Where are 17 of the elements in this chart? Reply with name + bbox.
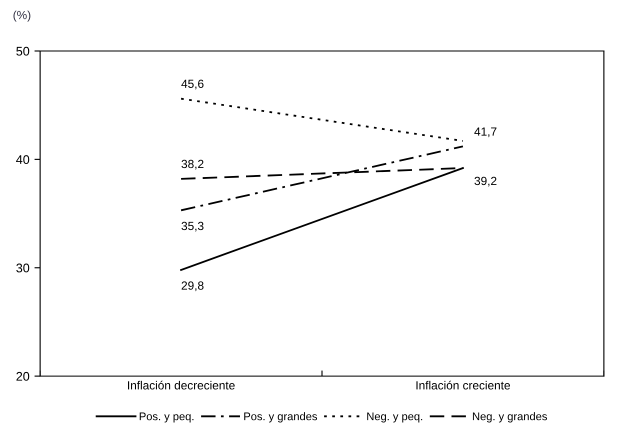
x-tick-label: Inflación creciente — [416, 380, 510, 390]
data-label: 45,6 — [181, 80, 204, 90]
legend-label: Neg. y peq. — [367, 412, 422, 422]
legend-label: Pos. y peq. — [140, 412, 194, 422]
data-label: 38,2 — [182, 160, 204, 170]
y-tick-label: 40 — [16, 155, 30, 164]
legend-label: Pos. y grandes — [244, 412, 318, 422]
data-label: 39,2 — [474, 176, 496, 186]
data-label: 35,3 — [182, 222, 204, 232]
legend-label: Neg. y grandes — [472, 412, 547, 422]
y-tick-label: 30 — [16, 264, 30, 272]
y-tick-label: 20 — [16, 372, 30, 381]
y-tick-label: 50 — [16, 46, 30, 56]
data-label: 41,7 — [474, 128, 496, 138]
y-axis-title: (%) — [13, 10, 30, 22]
data-label: 29,8 — [182, 281, 204, 292]
x-tick-label: Inflación decreciente — [128, 380, 235, 390]
